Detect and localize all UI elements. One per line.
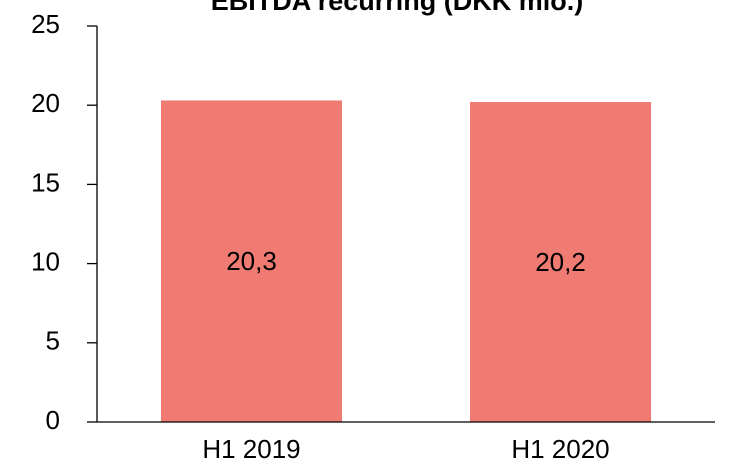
y-tick-label: 25	[31, 9, 60, 39]
y-tick-label: 0	[46, 405, 60, 435]
x-tick-label: H1 2020	[511, 434, 609, 464]
y-tick-label: 5	[46, 326, 60, 356]
bar	[469, 102, 652, 423]
x-tick-label: H1 2019	[202, 434, 300, 464]
data-label: 20,3	[226, 246, 277, 276]
chart-title: EBITDA recurring (DKK mio.)	[211, 0, 584, 16]
data-label: 20,2	[535, 247, 586, 277]
y-tick-label: 10	[31, 246, 60, 276]
y-tick-label: 20	[31, 88, 60, 118]
bar	[160, 100, 343, 422]
y-tick-label: 15	[31, 167, 60, 197]
